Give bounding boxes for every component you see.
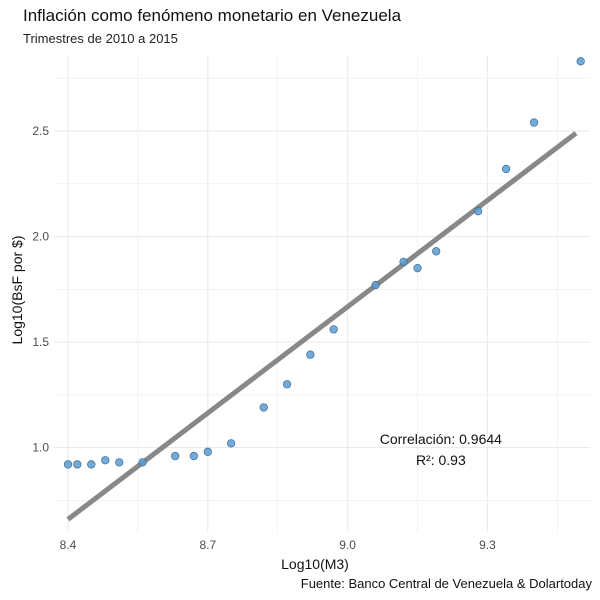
chart-subtitle: Trimestres de 2010 a 2015 xyxy=(23,31,178,46)
data-point xyxy=(115,458,124,467)
data-point xyxy=(203,447,212,456)
data-point xyxy=(576,57,585,66)
data-point xyxy=(171,451,180,461)
data-point xyxy=(413,264,422,273)
data-point xyxy=(226,439,236,448)
data-point xyxy=(329,325,338,334)
x-tick-label: 9.0 xyxy=(339,538,356,552)
annotation-label: Correlación: 0.9644 xyxy=(380,431,502,447)
data-point xyxy=(73,460,82,469)
fit-line xyxy=(66,131,578,522)
annotations: Correlación: 0.9644 R²: 0.93 xyxy=(380,431,502,468)
x-tick-label: 8.4 xyxy=(60,538,77,552)
y-tick-label: 2.0 xyxy=(32,230,49,244)
grid xyxy=(54,55,590,532)
y-tick-label: 2.5 xyxy=(32,124,49,138)
annotation-label: R²: 0.93 xyxy=(416,452,466,468)
data-point xyxy=(399,257,408,266)
y-tick-label: 1.5 xyxy=(32,335,49,349)
data-point xyxy=(306,350,315,359)
data-point xyxy=(432,247,441,256)
x-tick-label: 9.3 xyxy=(479,538,496,552)
data-point xyxy=(282,380,292,389)
data-points xyxy=(63,57,585,469)
data-point xyxy=(63,460,73,469)
data-point xyxy=(87,460,96,469)
data-point xyxy=(371,280,380,290)
fit-line-layer xyxy=(66,131,578,522)
chart-caption: Fuente: Banco Central de Venezuela & Dol… xyxy=(300,576,592,591)
y-tick-label: 1.0 xyxy=(32,441,49,455)
chart-title: Inflación como fenómeno monetario en Ven… xyxy=(23,6,402,25)
data-point xyxy=(529,118,539,127)
x-axis-title: Log10(M3) xyxy=(281,556,349,572)
data-point xyxy=(138,458,147,467)
data-point xyxy=(101,456,110,465)
x-tick-label: 8.7 xyxy=(199,538,216,552)
data-point xyxy=(189,451,198,461)
axis-ticks: 8.4 8.7 9.0 9.3 1.0 1.5 2.0 2.5 xyxy=(32,124,496,552)
data-point xyxy=(259,403,268,412)
y-axis-title: Log10(BsF por $) xyxy=(9,236,25,345)
data-point xyxy=(501,164,511,174)
data-point xyxy=(473,207,483,216)
